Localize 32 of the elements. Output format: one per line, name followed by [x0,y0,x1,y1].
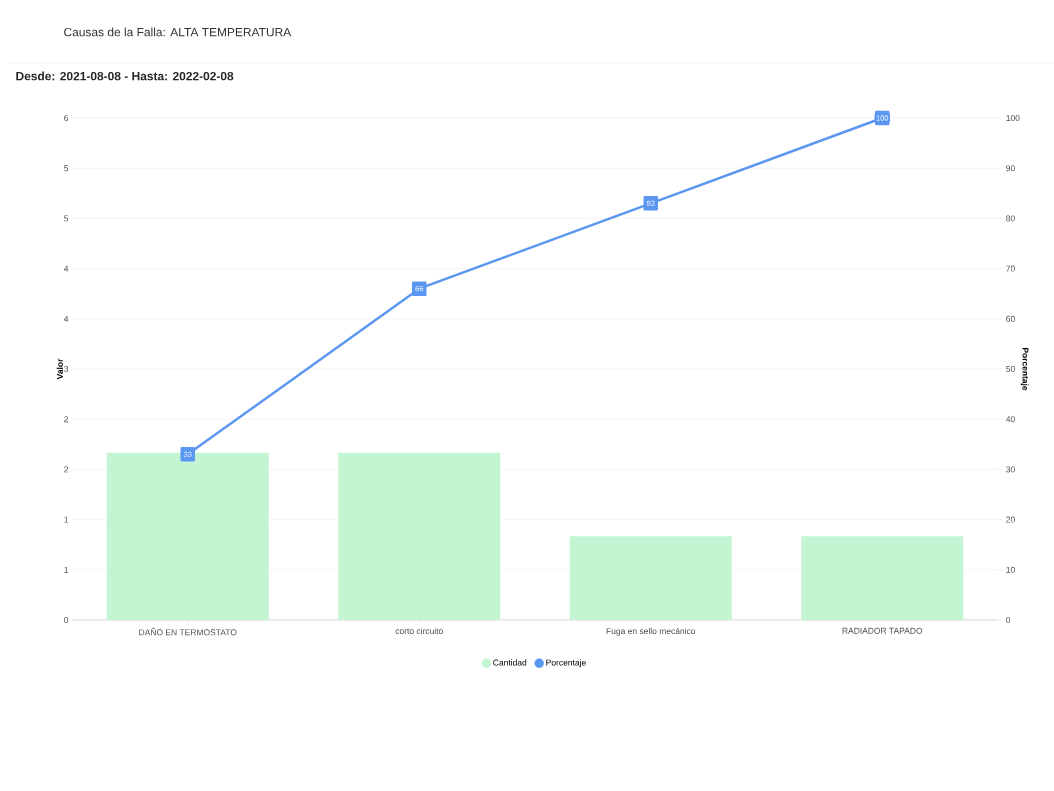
y2-tick-label: 20 [1006,516,1015,523]
y-tick-label: 2 [64,466,69,473]
y-tick-label: 1 [64,516,69,523]
chart-title: Causas de la Falla: ALTA TEMPERATURA [64,27,292,37]
y2-tick-label: 80 [1006,215,1015,222]
y-tick-label: 6 [64,115,69,121]
y2-tick-label: 10 [1006,566,1015,573]
y2-tick-label: 30 [1006,466,1015,473]
y-tick-label: 3 [64,366,69,372]
y2-tick-label: 0 [1006,617,1011,623]
y-tick-label: 5 [64,165,69,172]
y-tick-label: 4 [63,265,69,272]
y2-axis-title: Porcentaje [1020,347,1029,391]
y2-tick-label: 60 [1006,315,1015,322]
legend-label: Cantidad [493,659,527,666]
y-tick-label: 0 [64,617,69,623]
x-tick-label: RADIADOR TAPADO [842,627,923,634]
y2-tick-label: 70 [1006,265,1015,272]
y2-tick-label: 40 [1005,416,1015,423]
chart-subtitle: Desde: 2021-08-08 - Hasta: 2022-02-08 [16,71,234,81]
x-tick-label: corto circuito [395,627,443,634]
y-tick-label: 2 [64,416,69,423]
y2-tick-label: 50 [1006,366,1015,372]
y2-tick-label: 100 [1006,115,1020,121]
y-tick-label: 4 [63,315,69,322]
y2-tick-label: 90 [1006,165,1015,172]
legend-label: Porcentaje [546,659,586,668]
y-tick-label: 5 [64,215,69,222]
x-tick-label: DAÑO EN TERMOSTATO [139,627,237,636]
y-tick-label: 1 [64,566,69,573]
y-axis-title: Valor [56,358,63,380]
x-tick-label: Fuga en sello mecánico [606,627,696,636]
